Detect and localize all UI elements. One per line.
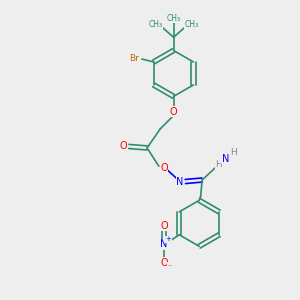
- Text: +: +: [166, 236, 171, 242]
- Text: O: O: [170, 107, 177, 117]
- Text: CH₃: CH₃: [167, 14, 181, 22]
- Text: O: O: [160, 221, 168, 231]
- Text: ⁻: ⁻: [167, 263, 172, 272]
- Text: O: O: [160, 258, 168, 268]
- Text: N: N: [222, 154, 230, 164]
- Text: Br: Br: [130, 54, 140, 63]
- Text: CH₃: CH₃: [149, 20, 163, 29]
- Text: H: H: [215, 160, 222, 169]
- Text: N: N: [160, 239, 168, 249]
- Text: H: H: [230, 148, 236, 158]
- Text: O: O: [160, 163, 168, 173]
- Text: N: N: [176, 176, 184, 187]
- Text: CH₃: CH₃: [184, 20, 198, 29]
- Text: O: O: [119, 141, 127, 151]
